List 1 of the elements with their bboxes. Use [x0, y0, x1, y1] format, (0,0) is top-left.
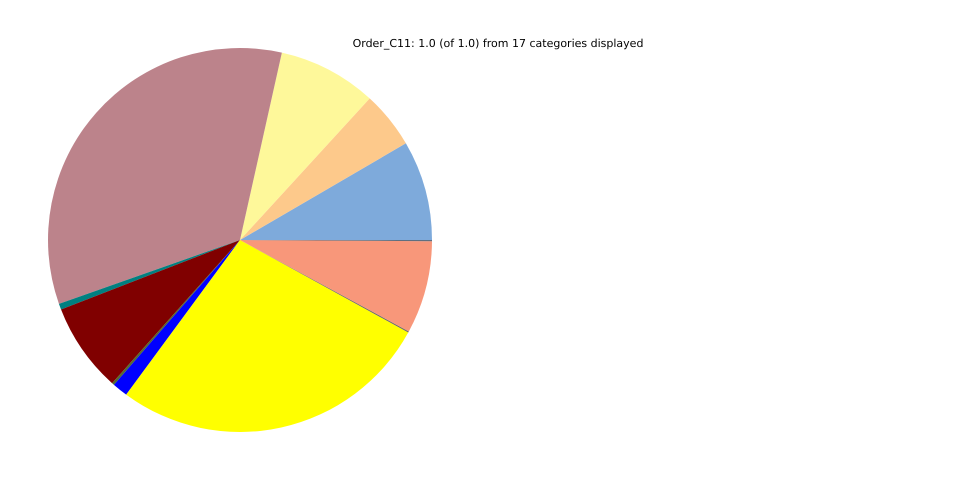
- text: Order_C11: 1.0 (of 1.0) from 17 categories displayed: [352, 37, 644, 50]
